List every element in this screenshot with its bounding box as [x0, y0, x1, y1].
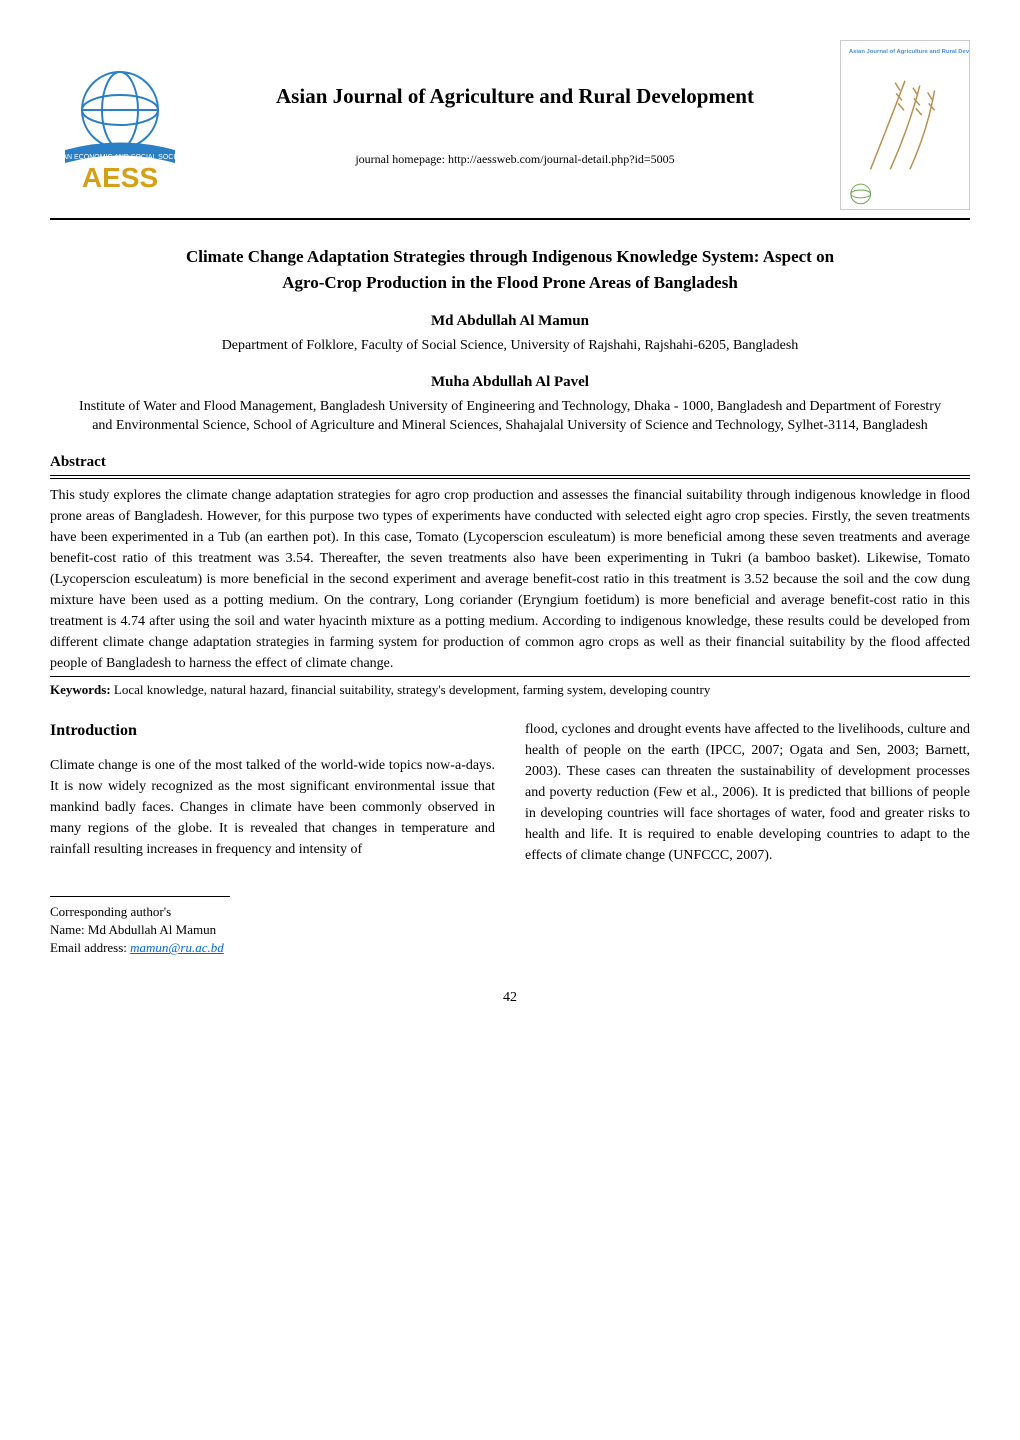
intro-col1-text: Climate change is one of the most talked… [50, 755, 495, 860]
aess-logo-icon: ASIAN ECONOMIC AND SOCIAL SOCIETY AESS [50, 55, 190, 195]
author-2-affiliation: Institute of Water and Flood Management,… [50, 397, 970, 436]
journal-title: Asian Journal of Agriculture and Rural D… [210, 82, 820, 111]
cover-title-text: Asian Journal of Agriculture and Rural D… [849, 49, 970, 55]
page-number: 42 [50, 988, 970, 1008]
keywords-label: Keywords: [50, 682, 111, 697]
email-prefix: Email address: [50, 940, 130, 955]
corresponding-author: Corresponding author's Name: Md Abdullah… [50, 903, 495, 958]
corr-line-1: Corresponding author's [50, 903, 495, 921]
right-column: flood, cyclones and drought events have … [525, 719, 970, 958]
abstract-divider [50, 478, 970, 479]
email-link[interactable]: mamun@ru.ac.bd [130, 940, 224, 955]
intro-heading: Introduction [50, 719, 495, 743]
two-column-body: Introduction Climate change is one of th… [50, 719, 970, 958]
author-1-affiliation: Department of Folklore, Faculty of Socia… [50, 336, 970, 356]
intro-col2-text: flood, cyclones and drought events have … [525, 719, 970, 866]
keywords-text: Local knowledge, natural hazard, financi… [111, 682, 711, 697]
logo-ribbon-text: ASIAN ECONOMIC AND SOCIAL SOCIETY [51, 154, 189, 161]
footnote-divider [50, 896, 230, 897]
journal-homepage: journal homepage: http://aessweb.com/jou… [210, 151, 820, 168]
journal-cover-icon: Asian Journal of Agriculture and Rural D… [840, 40, 970, 210]
journal-header: ASIAN ECONOMIC AND SOCIAL SOCIETY AESS A… [50, 40, 970, 220]
left-column: Introduction Climate change is one of th… [50, 719, 495, 958]
title-line-1: Climate Change Adaptation Strategies thr… [186, 247, 834, 266]
corr-line-2: Name: Md Abdullah Al Mamun [50, 921, 495, 939]
author-2-name: Muha Abdullah Al Pavel [50, 372, 970, 393]
abstract-body: This study explores the climate change a… [50, 485, 970, 677]
header-center: Asian Journal of Agriculture and Rural D… [210, 82, 820, 168]
author-1-name: Md Abdullah Al Mamun [50, 311, 970, 332]
corr-line-3: Email address: mamun@ru.ac.bd [50, 939, 495, 957]
logo-aess-text: AESS [82, 162, 158, 193]
title-line-2: Agro-Crop Production in the Flood Prone … [282, 273, 738, 292]
keywords: Keywords: Local knowledge, natural hazar… [50, 681, 970, 699]
abstract-heading: Abstract [50, 452, 970, 476]
article-title: Climate Change Adaptation Strategies thr… [50, 244, 970, 295]
abstract-text: This study explores the climate change a… [50, 488, 970, 671]
